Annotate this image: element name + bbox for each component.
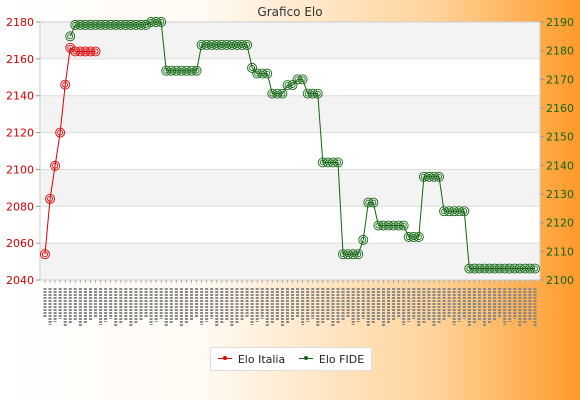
right-tick-label: 2190 — [546, 16, 574, 29]
left-tick-label: 2140 — [6, 90, 34, 103]
elo-fide-point — [277, 88, 288, 99]
right-tick-label: 2130 — [546, 188, 574, 201]
legend-label-elo-fide: Elo FIDE — [318, 352, 365, 366]
elo-fide-point — [434, 171, 444, 182]
elo-fide-point — [247, 62, 258, 73]
left-tick-label: 2080 — [6, 200, 34, 213]
left-tick-label: 2040 — [6, 274, 34, 287]
elo-fide-point — [297, 74, 308, 85]
elo-fide-point — [459, 206, 470, 217]
elo-fide-point — [156, 17, 167, 27]
right-tick-label: 2110 — [546, 245, 574, 258]
elo-italia-point — [60, 79, 71, 90]
elo-fide-point — [353, 249, 364, 260]
elo-fide-point — [368, 197, 379, 208]
right-tick-label: 2150 — [546, 131, 574, 144]
elo-fide-point — [191, 65, 202, 76]
legend-label-elo-italia: Elo Italia — [237, 352, 286, 366]
right-tick-label: 2170 — [546, 73, 574, 86]
grid-band — [40, 22, 540, 59]
elo-fide-point — [398, 220, 409, 231]
left-tick-label: 2060 — [6, 237, 34, 250]
elo-italia-point — [55, 127, 66, 138]
elo-fide-point — [287, 80, 298, 91]
legend: Elo Italia Elo FIDE — [210, 347, 372, 371]
elo-fide-point — [413, 232, 424, 242]
plot-area-border — [39, 21, 541, 281]
plot-bands — [40, 21, 540, 281]
legend-swatch-elo-italia — [217, 354, 232, 364]
left-tick-label: 2160 — [6, 53, 34, 66]
legend-item-elo-italia: Elo Italia — [217, 352, 286, 366]
legend-item-elo-fide: Elo FIDE — [298, 352, 365, 366]
grid-band — [40, 95, 540, 133]
elo-fide-point — [242, 39, 253, 50]
left-tick-label: 2120 — [6, 127, 34, 140]
elo-fide-point — [358, 234, 369, 245]
right-tick-label: 2100 — [546, 274, 574, 287]
elo-italia-line — [44, 46, 96, 255]
grid-band — [40, 243, 540, 280]
elo-italia-point — [40, 249, 50, 260]
left-tick-label: 2100 — [6, 163, 34, 176]
grid-band — [40, 169, 540, 207]
right-axis: 2100 2110 2120 2130 2140 2150 2160 2170 2180 2190 — [540, 16, 574, 287]
elo-italia-point — [45, 193, 56, 204]
elo-fide-line — [69, 21, 535, 270]
elo-fide-point — [262, 68, 273, 79]
right-tick-label: 2160 — [546, 102, 574, 115]
series-elo-italia — [40, 42, 101, 260]
elo-fide-point — [312, 88, 323, 99]
elo-italia-point — [90, 46, 101, 57]
x-axis — [43, 280, 537, 327]
right-tick-label: 2180 — [546, 45, 574, 58]
elo-fide-point — [530, 263, 540, 274]
elo-fide-point — [333, 157, 343, 168]
plot-background — [40, 22, 540, 280]
series-elo-fide — [65, 17, 540, 274]
elo-italia-point — [50, 160, 61, 171]
right-tick-label: 2120 — [546, 217, 574, 230]
left-axis: 2040 2060 2080 2100 2120 2140 2160 2180 — [6, 16, 40, 287]
elo-fide-point — [65, 31, 76, 42]
chart-title: Grafico Elo — [257, 5, 322, 19]
right-tick-label: 2140 — [546, 159, 574, 172]
legend-swatch-elo-fide — [298, 354, 313, 364]
left-tick-label: 2180 — [6, 16, 34, 29]
